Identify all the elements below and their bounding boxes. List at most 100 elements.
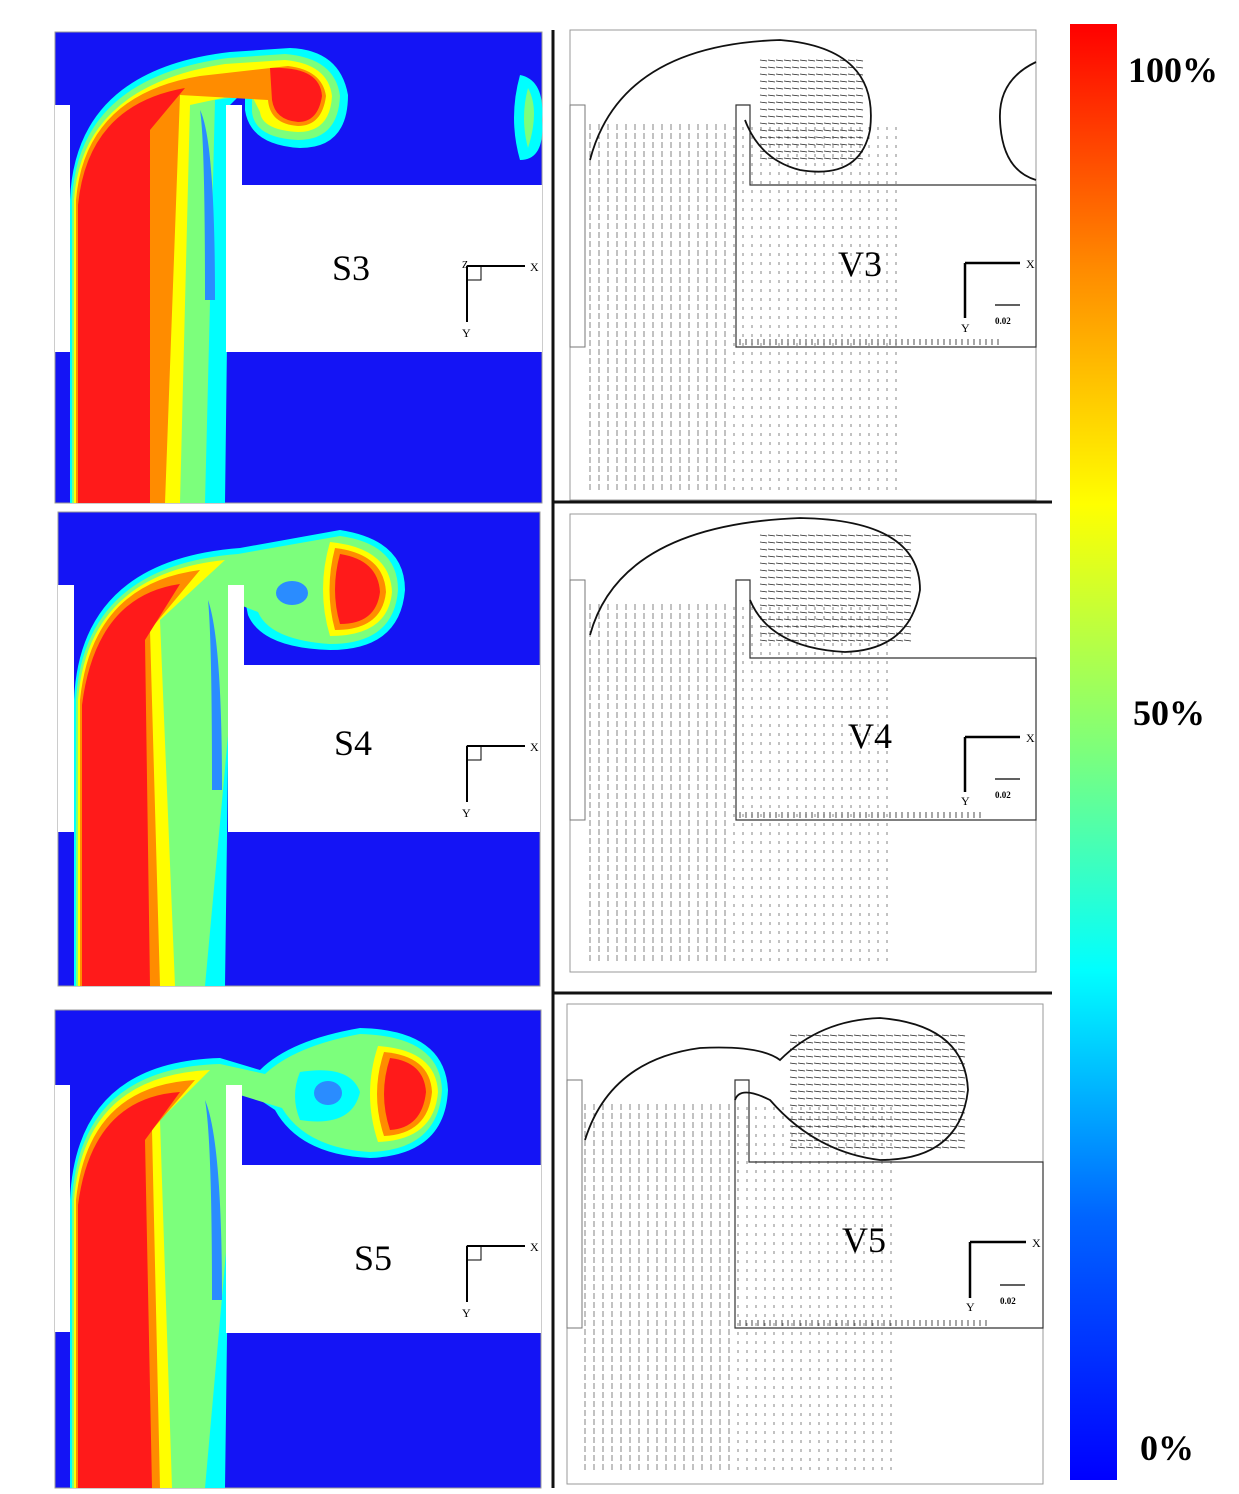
velocity-arrow [847,597,856,600]
velocity-arrow [829,1069,838,1072]
velocity-arrow [823,122,832,125]
velocity-arrow [837,1034,846,1037]
velocity-arrow [831,590,840,593]
velocity-arrow [759,576,768,579]
velocity-arrow [791,534,800,537]
velocity-arrow [837,1062,846,1065]
velocity-arrow [855,129,864,132]
left-wall [58,585,74,832]
velocity-arrow [847,534,856,537]
velocity-arrow [759,157,768,160]
velocity-arrow [847,618,856,621]
velocity-arrow [855,541,864,544]
velocity-arrow [821,1034,830,1037]
velocity-arrow [805,1125,814,1128]
velocity-arrow [815,576,824,579]
velocity-arrow [821,1048,830,1051]
velocity-arrow [847,604,856,607]
velocity-arrow [791,625,800,628]
velocity-arrow [837,1076,846,1079]
velocity-arrow [799,87,808,90]
velocity-arrow [775,618,784,621]
velocity-arrow [847,576,856,579]
velocity-arrow [759,569,768,572]
velocity-arrow [847,150,856,153]
velocity-arrow [791,541,800,544]
velocity-arrow [783,541,792,544]
velocity-arrow [759,632,768,635]
velocity-arrow [847,73,856,76]
velocity-arrow [895,618,904,621]
velocity-arrow [839,611,848,614]
velocity-arrow [847,80,856,83]
velocity-arrow [847,569,856,572]
velocity-arrow [767,611,776,614]
velocity-arrow [831,548,840,551]
velocity-arrow [879,555,888,558]
velocity-arrow [823,115,832,118]
velocity-arrow [815,618,824,621]
velocity-arrow [829,1097,838,1100]
velocity-arrow [799,576,808,579]
velocity-arrow [783,66,792,69]
velocity-arrow [847,583,856,586]
velocity-arrow [839,590,848,593]
velocity-arrow [815,73,824,76]
velocity-arrow [871,583,880,586]
velocity-arrow [775,625,784,628]
velocity-arrow [837,1104,846,1107]
velocity-arrow [805,1083,814,1086]
velocity-scale: 0.02 [995,790,1011,800]
axis-triad: X Y 0.02 [961,257,1035,335]
velocity-arrow [799,548,808,551]
velocity-arrow [775,583,784,586]
velocity-arrow [775,576,784,579]
velocity-arrow [767,143,776,146]
velocity-arrow [855,94,864,97]
velocity-arrow [879,569,888,572]
velocity-arrow [839,136,848,139]
velocity-arrow [791,632,800,635]
axis-y-label: Y [462,1306,471,1320]
velocity-arrow [829,1034,838,1037]
velocity-arrow [871,611,880,614]
velocity-arrow [767,80,776,83]
velocity-arrow [855,632,864,635]
velocity-arrow [823,66,832,69]
velocity-arrow [799,604,808,607]
velocity-arrow [775,611,784,614]
velocity-arrow [759,108,768,111]
velocity-arrow [831,80,840,83]
velocity-arrow [807,66,816,69]
velocity-arrow [855,80,864,83]
velocity-arrow [767,87,776,90]
velocity-arrow [815,632,824,635]
velocity-arrow [815,129,824,132]
step-wall [734,1079,1044,1329]
velocity-arrow [831,101,840,104]
velocity-arrow [839,534,848,537]
velocity-arrow [815,115,824,118]
velocity-arrow [863,639,872,642]
velocity-arrow [887,562,896,565]
velocity-arrow [775,562,784,565]
velocity-arrow [767,129,776,132]
velocity-arrow [847,136,856,139]
velocity-arrow [813,1083,822,1086]
velocity-arrow [903,534,912,537]
panel-s4: X Y S4 [57,511,541,987]
velocity-arrow [847,87,856,90]
step-wall [735,579,1037,821]
velocity-arrow [831,604,840,607]
velocity-arrow [791,590,800,593]
velocity-arrow [815,639,824,642]
velocity-arrow [791,66,800,69]
velocity-arrow [815,583,824,586]
velocity-arrow [903,611,912,614]
velocity-arrow [775,541,784,544]
velocity-arrow [871,590,880,593]
velocity-arrow [813,1062,822,1065]
velocity-arrow [799,150,808,153]
velocity-arrow [903,604,912,607]
velocity-arrow [799,73,808,76]
